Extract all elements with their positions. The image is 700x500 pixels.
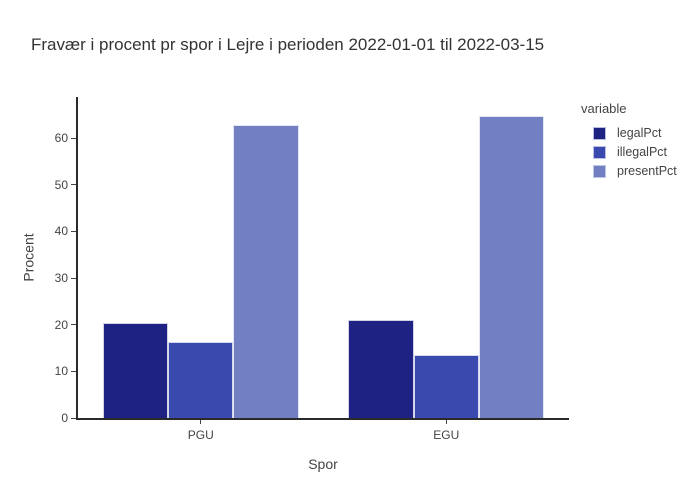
y-tick-mark-10 (71, 370, 76, 372)
y-axis-line (76, 97, 78, 420)
bar-illegalPct-EGU[interactable] (413, 355, 479, 418)
legend-swatch-legalPct (593, 127, 606, 140)
legend: variable legalPct illegalPct presentPct (581, 101, 677, 181)
y-tick-label-30: 30 (54, 271, 68, 286)
bar-presentPct-EGU[interactable] (478, 115, 545, 418)
x-tick-mark-EGU (445, 420, 447, 424)
chart-title: Fravær i procent pr spor i Lejre i perio… (31, 35, 545, 54)
x-tick-mark-PGU (200, 420, 202, 424)
bar-legalPct-EGU[interactable] (348, 320, 414, 418)
y-tick-mark-60 (71, 137, 76, 139)
legend-swatch-presentPct (593, 165, 606, 178)
y-tick-label-0: 0 (61, 411, 68, 425)
y-tick-label-20: 20 (54, 317, 68, 332)
legend-item-legalPct[interactable]: legalPct (581, 124, 677, 143)
y-tick-mark-40 (71, 230, 76, 232)
legend-label-illegalPct: illegalPct (617, 145, 668, 159)
y-tick-label-60: 60 (54, 131, 68, 146)
y-tick-mark-50 (71, 184, 76, 186)
y-tick-mark-20 (71, 324, 76, 326)
legend-label-presentPct: presentPct (617, 164, 677, 178)
legend-title: variable (581, 101, 627, 116)
x-tick-label-EGU: EGU (433, 428, 460, 442)
plot-area (78, 97, 569, 418)
y-tick-label-50: 50 (54, 177, 68, 192)
legend-items: legalPct illegalPct presentPct (581, 124, 677, 181)
legend-item-presentPct[interactable]: presentPct (581, 162, 677, 181)
x-tick-label-PGU: PGU (187, 428, 214, 442)
legend-item-illegalPct[interactable]: illegalPct (581, 143, 677, 162)
y-axis-title: Procent (20, 233, 37, 282)
legend-swatch-illegalPct (593, 146, 606, 159)
x-axis-line (76, 418, 569, 420)
y-tick-mark-30 (71, 277, 76, 279)
bar-illegalPct-PGU[interactable] (168, 342, 234, 418)
bar-legalPct-PGU[interactable] (102, 323, 168, 418)
y-tick-label-10: 10 (54, 364, 68, 379)
bar-presentPct-PGU[interactable] (233, 124, 299, 418)
y-tick-mark-0 (71, 417, 76, 419)
x-axis-title: Spor (308, 456, 338, 472)
y-tick-label-40: 40 (54, 224, 68, 239)
legend-label-legalPct: legalPct (617, 126, 662, 140)
